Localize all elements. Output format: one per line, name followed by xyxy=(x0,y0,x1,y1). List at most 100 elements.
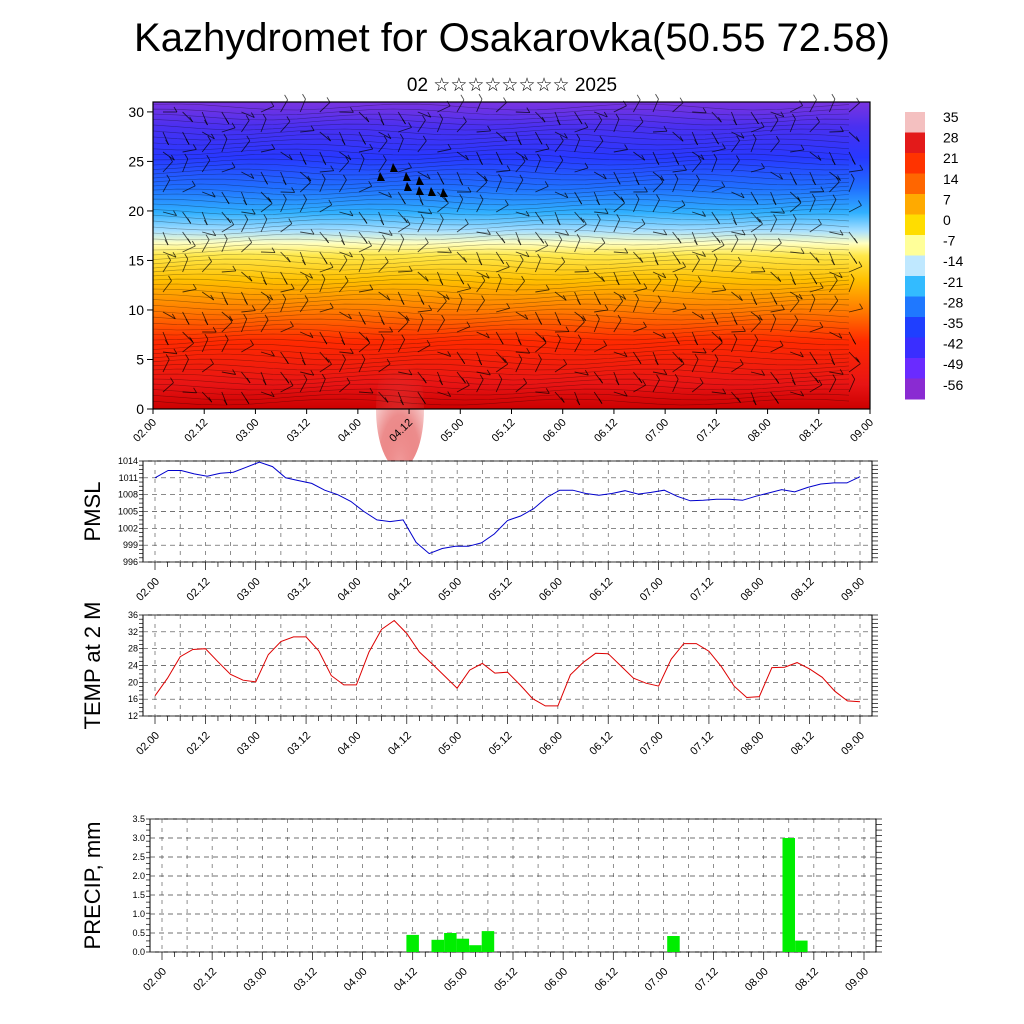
wind-pennant xyxy=(377,172,385,181)
y-tick-label: 1014 xyxy=(118,456,138,466)
wind-barb-flag xyxy=(772,199,777,206)
wind-barb xyxy=(417,271,429,282)
wind-barb-flag xyxy=(428,208,433,215)
x-tick-label: 07.00 xyxy=(638,576,666,604)
wind-barb xyxy=(300,231,315,235)
y-tick-label: 20 xyxy=(128,677,138,687)
wind-barb xyxy=(515,351,530,354)
wind-barb-flag xyxy=(303,374,308,380)
wind-barb xyxy=(456,199,464,213)
wind-barb-flag xyxy=(264,179,268,185)
wind-barb-flag xyxy=(838,333,843,339)
x-tick-label: 08.12 xyxy=(789,730,817,758)
wind-barb-flag xyxy=(206,154,211,161)
wind-barb-flag xyxy=(850,273,855,280)
x-tick-label: 04.12 xyxy=(392,966,420,994)
wind-barb-flag xyxy=(426,339,431,346)
wind-barb xyxy=(731,231,746,236)
wind-barb-flag xyxy=(831,159,836,166)
wind-barb-flag xyxy=(224,299,229,305)
wind-barb-flag xyxy=(733,319,738,325)
wind-barb-flag xyxy=(718,336,723,342)
wind-barb xyxy=(593,140,604,153)
colorbar-swatch xyxy=(905,173,925,195)
wind-barb xyxy=(613,202,625,213)
wind-barb-flag xyxy=(636,278,641,285)
wind-barb xyxy=(495,351,506,363)
wind-barb-flag xyxy=(305,275,309,281)
wind-barb-flag xyxy=(383,135,388,142)
wind-barb-flag xyxy=(831,93,836,100)
wind-barb xyxy=(613,191,625,203)
wind-barb-flag xyxy=(644,186,648,193)
wind-barb-flag xyxy=(602,173,607,180)
wind-barb-flag xyxy=(349,251,353,258)
wind-barb-flag xyxy=(248,237,253,243)
wind-barb xyxy=(378,261,389,273)
wind-barb xyxy=(613,251,628,254)
wind-streamline xyxy=(152,398,850,406)
wind-barb-flag xyxy=(406,219,411,225)
wind-barb xyxy=(241,344,254,353)
wind-barb xyxy=(162,251,177,258)
x-tick-label: 03.00 xyxy=(235,730,263,758)
wind-barb xyxy=(535,289,550,293)
wind-barb xyxy=(829,199,837,213)
colorbar-swatch xyxy=(905,296,925,318)
wind-barb xyxy=(221,127,236,133)
wind-barb-flag xyxy=(851,373,856,380)
wind-barb xyxy=(770,309,785,313)
wind-barb-flag xyxy=(362,319,366,325)
wind-barb xyxy=(299,300,309,313)
y-tick-label: 28 xyxy=(128,644,138,654)
wind-barb xyxy=(672,131,684,142)
wind-barb xyxy=(456,298,463,313)
wind-barb xyxy=(162,179,171,193)
wind-barb-flag xyxy=(485,332,490,339)
wind-barb-flag xyxy=(497,273,502,280)
wind-barb-flag xyxy=(420,214,425,220)
x-tick-label: 06.12 xyxy=(592,966,620,994)
wind-streamline xyxy=(152,178,850,186)
wind-barb-flag xyxy=(740,192,745,199)
wind-barb-flag xyxy=(585,266,589,272)
wind-barb xyxy=(613,351,628,358)
wind-barb-flag xyxy=(683,164,687,171)
wind-barb xyxy=(260,118,267,133)
wind-barb-flag xyxy=(205,234,210,241)
wind-barb-flag xyxy=(702,211,706,217)
wind-barb xyxy=(241,120,250,133)
heatmap-xtick-label: 05.00 xyxy=(438,417,466,445)
heatmap-xtick-label: 03.12 xyxy=(285,417,313,445)
wind-barb-flag xyxy=(694,139,698,146)
wind-barb-flag xyxy=(460,94,465,101)
wind-barb xyxy=(809,287,824,293)
wind-barb xyxy=(495,363,508,373)
x-tick-label: 03.12 xyxy=(285,730,313,758)
wind-streamline xyxy=(152,298,850,306)
wind-barb-flag xyxy=(584,162,589,169)
wind-barb-flag xyxy=(224,334,229,340)
wind-barb xyxy=(633,251,644,263)
wind-barb-flag xyxy=(388,230,393,236)
wind-barb xyxy=(339,151,352,161)
wind-barb-flag xyxy=(581,316,585,323)
wind-barb-flag xyxy=(643,283,648,289)
wind-barb-flag xyxy=(855,136,860,142)
wind-barb-flag xyxy=(225,198,230,205)
wind-barb-flag xyxy=(227,217,232,224)
wind-pennant xyxy=(416,176,424,185)
wind-barb-flag xyxy=(839,229,844,236)
wind-barb xyxy=(202,191,216,198)
wind-streamline xyxy=(152,193,850,201)
wind-barb-flag xyxy=(753,233,757,240)
wind-barb-flag xyxy=(580,217,585,223)
wind-barb-flag xyxy=(408,369,413,376)
wind-barb xyxy=(848,169,863,173)
precip-bar xyxy=(456,938,470,952)
wind-barb-flag xyxy=(675,159,680,165)
wind-barb-flag xyxy=(601,276,605,282)
wind-barb xyxy=(633,223,646,233)
wind-barb xyxy=(417,120,426,133)
wind-barb xyxy=(319,278,326,293)
